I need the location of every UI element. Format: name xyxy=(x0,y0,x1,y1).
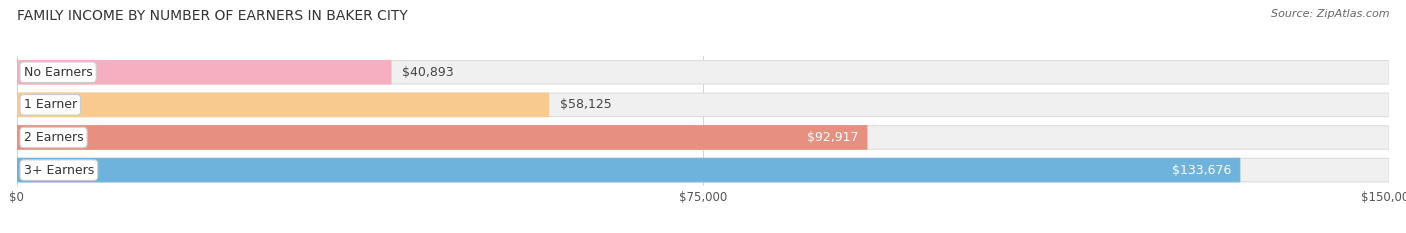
Text: 1 Earner: 1 Earner xyxy=(24,98,77,111)
FancyBboxPatch shape xyxy=(17,61,1389,84)
FancyBboxPatch shape xyxy=(17,126,868,149)
Text: $133,676: $133,676 xyxy=(1173,164,1232,177)
Text: $40,893: $40,893 xyxy=(402,66,454,79)
FancyBboxPatch shape xyxy=(17,93,1389,116)
FancyBboxPatch shape xyxy=(17,61,391,84)
FancyBboxPatch shape xyxy=(17,126,1389,149)
Text: 2 Earners: 2 Earners xyxy=(24,131,83,144)
Text: $58,125: $58,125 xyxy=(560,98,612,111)
Text: FAMILY INCOME BY NUMBER OF EARNERS IN BAKER CITY: FAMILY INCOME BY NUMBER OF EARNERS IN BA… xyxy=(17,9,408,23)
FancyBboxPatch shape xyxy=(17,93,548,116)
FancyBboxPatch shape xyxy=(17,158,1389,182)
FancyBboxPatch shape xyxy=(17,158,1240,182)
Text: $92,917: $92,917 xyxy=(807,131,859,144)
Text: Source: ZipAtlas.com: Source: ZipAtlas.com xyxy=(1271,9,1389,19)
Text: 3+ Earners: 3+ Earners xyxy=(24,164,94,177)
Text: No Earners: No Earners xyxy=(24,66,93,79)
